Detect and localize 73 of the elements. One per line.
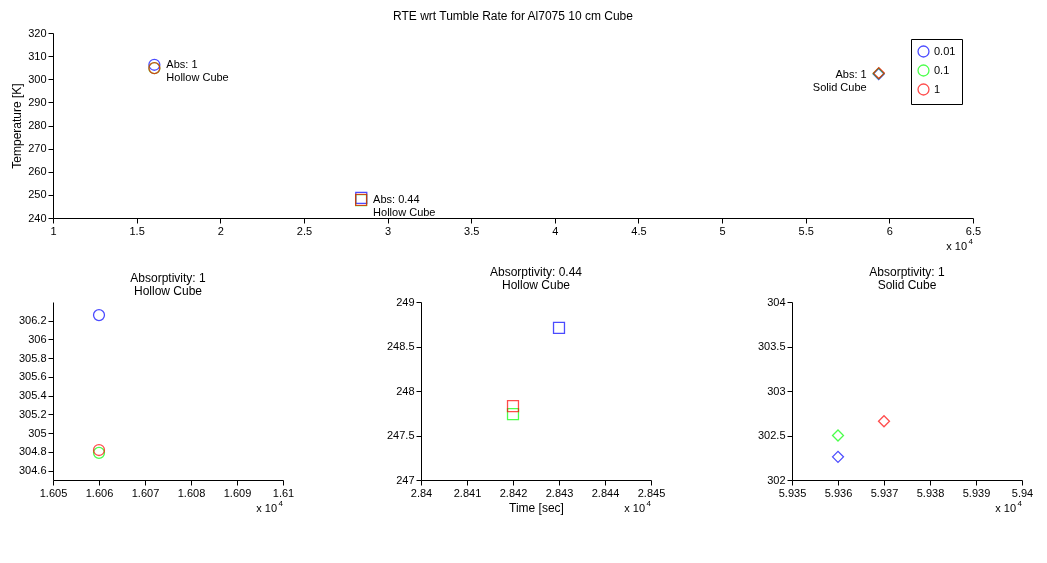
legend-label: 1: [934, 82, 941, 95]
y-tick-label: 306: [28, 332, 47, 345]
x-tick-label: 2.842: [499, 486, 528, 499]
y-tick-label: 240: [28, 211, 47, 224]
annotation: Abs: 1 Hollow Cube: [166, 58, 229, 84]
x-tick-label: 5.936: [824, 486, 853, 499]
y-tick-label: 290: [28, 95, 47, 108]
x-tick-label: 6: [886, 224, 893, 237]
y-tick-label: 247.5: [386, 429, 415, 441]
y-tick-label: 305.4: [18, 389, 47, 402]
annotation: Abs: 1 Solid Cube: [812, 67, 867, 93]
y-tick-label: 250: [28, 188, 47, 201]
y-tick-label: 305.8: [18, 351, 47, 364]
y-tick-label: 304: [767, 295, 786, 308]
x-tick-label: 1.607: [131, 486, 160, 499]
x-tick-label: 2.5: [296, 224, 313, 237]
y-axis-title: Temperature [K]: [10, 83, 25, 169]
y-tick-label: 302.5: [757, 429, 786, 441]
x-tick-label: 5.939: [962, 486, 991, 499]
y-tick-label: 303.5: [757, 340, 786, 352]
y-tick-label: 280: [28, 119, 47, 131]
chart-subtitle: Solid Cube: [877, 278, 937, 292]
legend-label: 0.01: [934, 44, 956, 57]
y-tick-label: 305.2: [18, 407, 47, 420]
x-tick-label: 1.609: [223, 486, 252, 499]
x-tick-label: 2.841: [453, 486, 482, 499]
y-tick-label: 305: [28, 426, 47, 439]
x-tick-label: 5.935: [778, 486, 807, 499]
x-tick-label: 1.605: [39, 486, 68, 499]
chart-subtitle: Hollow Cube: [501, 278, 571, 292]
chart-title: Absorptivity: 1: [130, 271, 206, 285]
x-tick-label: 2.845: [637, 486, 666, 499]
x-tick-label: 5.94: [1011, 486, 1034, 499]
x-tick-label: 1.606: [85, 486, 114, 499]
x-tick-label: 1: [50, 224, 57, 237]
x-tick-label: 3: [384, 224, 392, 237]
x-tick-label: 5.937: [870, 486, 899, 499]
chart-title: RTE wrt Tumble Rate for Al7075 10 cm Cube: [393, 9, 634, 23]
y-tick-label: 303: [767, 384, 786, 397]
x-tick-label: 6.5: [965, 224, 982, 237]
x-tick-label: 1.608: [177, 486, 206, 499]
y-tick-label: 270: [28, 142, 47, 155]
y-tick-label: 304.8: [18, 445, 47, 458]
x-tick-label: 2.84: [410, 486, 433, 499]
x-tick-label: 5.5: [798, 224, 814, 237]
x-tick-label: 5.938: [916, 486, 945, 499]
x-tick-label: 4.5: [631, 224, 647, 237]
y-tick-label: 249: [396, 295, 415, 308]
y-tick-label: 304.6: [18, 464, 47, 477]
x-tick-label: 2.844: [591, 486, 620, 499]
y-tick-label: 248: [396, 384, 415, 397]
y-tick-label: 320: [28, 26, 47, 39]
x-axis-title: Time [sec]: [509, 500, 564, 515]
y-tick-label: 247: [396, 473, 415, 486]
x-tick-label: 3.5: [464, 224, 480, 237]
x-tick-label: 2.843: [545, 486, 574, 499]
chart-title: Absorptivity: 0.44: [489, 265, 583, 279]
y-tick-label: 310: [28, 49, 47, 62]
y-tick-label: 300: [28, 72, 47, 85]
y-tick-label: 302: [767, 473, 786, 486]
y-tick-label: 260: [28, 165, 47, 178]
chart-title: Absorptivity: 1: [869, 265, 945, 279]
x-tick-label: 5: [719, 224, 726, 237]
legend-label: 0.1: [934, 63, 950, 76]
y-tick-label: 248.5: [386, 340, 415, 352]
x-tick-label: 1.61: [272, 486, 295, 499]
annotation: Abs: 0.44 Hollow Cube: [373, 192, 436, 218]
x-tick-label: 1.5: [129, 224, 145, 237]
chart-subtitle: Hollow Cube: [133, 284, 203, 298]
y-tick-label: 305.6: [18, 370, 47, 383]
x-tick-label: 2: [217, 224, 224, 237]
x-tick-label: 4: [552, 224, 559, 237]
y-tick-label: 306.2: [18, 314, 47, 327]
